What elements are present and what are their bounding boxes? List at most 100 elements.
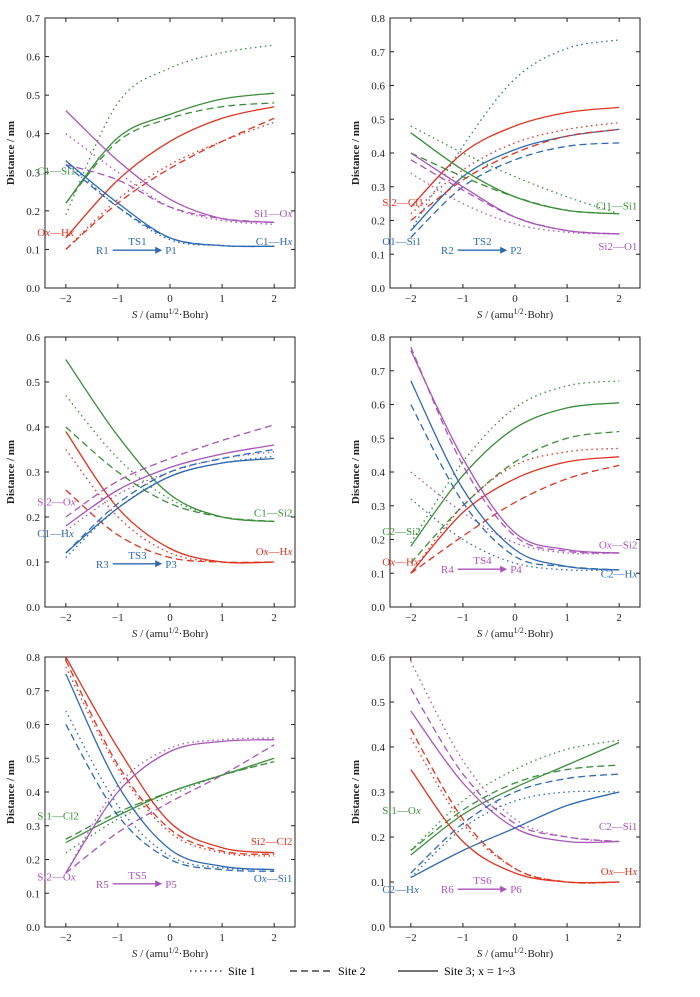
x-tick-label: 2: [271, 932, 277, 944]
series-line-si1-ox-site3: [410, 741, 620, 856]
series-line-si2-o1-site1: [410, 172, 620, 235]
series-line-si2-ox-site2: [65, 424, 275, 518]
series-label: Si1—Ox: [254, 208, 293, 220]
y-tick-label: 0.6: [26, 720, 40, 732]
x-tick-label: 1: [564, 293, 570, 305]
y-axis-label: Distance / nm: [5, 440, 17, 504]
series-line-c2-si2-site2: [410, 430, 620, 564]
series-line-ox-hx-site2: [65, 117, 275, 250]
reaction-arrowhead: [155, 560, 163, 568]
series-label: Si1—Cl2: [37, 811, 79, 823]
y-tick-label: 0.8: [371, 332, 385, 344]
y-tick-label: 0.6: [371, 652, 385, 664]
series-label: C1—Si1: [37, 165, 76, 177]
series-line-c1-si2-site3: [65, 359, 275, 523]
series-label: C1—Si2: [254, 508, 293, 520]
x-tick-label: 2: [271, 612, 277, 624]
series-line-c2-si1-site3: [410, 710, 620, 844]
series-line-c2-hx-site1: [410, 790, 620, 878]
legend: Site 1 Site 2 Site 3; x = 1~3: [190, 964, 515, 978]
y-axis-label: Distance / nm: [350, 760, 362, 824]
series-line-c2-si1-site2: [410, 688, 620, 843]
reaction-ts-label: TS6: [473, 875, 492, 887]
y-tick-label: 0.4: [371, 467, 385, 479]
x-tick-label: 2: [616, 293, 622, 305]
series-line-c1-hx-site1: [65, 160, 275, 247]
reaction-end-label: P6: [510, 884, 522, 896]
series-label: Si1—Ox: [382, 805, 421, 817]
reaction-end-label: P4: [510, 564, 522, 576]
series-line-c2-hx-site3: [410, 791, 620, 879]
x-tick-label: 2: [271, 293, 277, 305]
x-tick-label: 1: [219, 612, 225, 624]
x-tick-label: 0: [512, 612, 518, 624]
chart-panel-4: 0.0 0.1 0.2 0.3 0.4 0.5 0.6 0.7 0.8 −2 −1 0 1 2 Distan…: [350, 332, 641, 640]
x-tick-label: 0: [512, 293, 518, 305]
y-tick-label: 0.1: [26, 557, 40, 569]
series-line-ox-hx-site1: [65, 449, 275, 564]
y-tick-label: 0.2: [371, 535, 385, 547]
x-tick-label: 2: [616, 612, 622, 624]
y-tick-label: 0.0: [26, 922, 40, 934]
y-tick-label: 0.2: [26, 855, 40, 867]
x-tick-label: −1: [457, 932, 469, 944]
y-tick-label: 0.4: [26, 422, 40, 434]
reaction-start-label: R6: [441, 884, 454, 896]
series-label: Si2—Ox: [37, 496, 76, 508]
reaction-arrowhead: [500, 246, 508, 254]
x-tick-label: 0: [167, 932, 173, 944]
y-tick-label: 0.5: [371, 697, 385, 709]
series-line-si1-ox-site2: [65, 163, 275, 224]
series-label: Ox—Si1: [254, 873, 293, 885]
x-tick-label: −2: [60, 293, 72, 305]
y-tick-label: 0.1: [26, 888, 40, 900]
y-tick-label: 0.2: [371, 832, 385, 844]
y-axis-label: Distance / nm: [350, 440, 362, 504]
series-line-si2-cl2-site1: [65, 666, 275, 857]
series-line-c1-si1-site1: [65, 44, 275, 215]
series-line-si1-cl2-site2: [65, 760, 275, 840]
reaction-arrowhead: [500, 565, 508, 573]
series-line-si2-o1-site3: [410, 152, 620, 235]
series-line-si1-ox-site1: [65, 133, 275, 226]
y-tick-label: 0.0: [26, 283, 40, 295]
series-line-c1-hx-site3: [65, 457, 275, 554]
y-tick-label: 0.4: [26, 129, 40, 141]
series-line-ox-hx-site2: [65, 489, 275, 564]
reaction-ts-label: TS3: [128, 550, 147, 562]
y-tick-label: 0.5: [371, 433, 385, 445]
series-line-si2-cl1-site3: [410, 106, 620, 208]
series-label: Si2—O1: [598, 241, 637, 253]
series-line-c2-hx-site2: [410, 773, 620, 874]
y-tick-label: 0.1: [371, 568, 385, 580]
y-tick-label: 0.8: [371, 13, 385, 25]
legend-site1-label: Site 1: [228, 964, 256, 978]
series-line-ox-hx-site3: [65, 431, 275, 564]
reaction-end-label: P3: [165, 559, 177, 571]
series-line-si2-ox-site3: [65, 444, 275, 527]
x-axis-label: S / (amu1/2·Bohr): [477, 307, 554, 321]
y-tick-label: 0.0: [371, 283, 385, 295]
series-label: Ox—Si2: [599, 540, 638, 552]
y-tick-label: 0.7: [26, 13, 40, 25]
y-tick-label: 0.7: [26, 686, 40, 698]
x-tick-label: 1: [564, 932, 570, 944]
x-tick-label: −1: [112, 293, 124, 305]
x-tick-label: 1: [219, 293, 225, 305]
y-tick-label: 0.2: [371, 216, 385, 228]
x-tick-label: −2: [405, 932, 417, 944]
y-tick-label: 0.5: [371, 114, 385, 126]
y-tick-label: 0.4: [26, 787, 40, 799]
reaction-start-label: R5: [96, 879, 109, 891]
y-tick-label: 0.7: [371, 366, 385, 378]
x-tick-label: −1: [112, 932, 124, 944]
series-line-si2-cl1-site1: [410, 121, 620, 215]
y-tick-label: 0.2: [26, 206, 40, 218]
series-label: C2—Si1: [599, 821, 638, 833]
reaction-start-label: R4: [441, 564, 454, 576]
chart-panel-2: 0.0 0.1 0.2 0.3 0.4 0.5 0.6 0.7 0.8 −2 −1 0 1 2 Distan…: [350, 13, 641, 321]
reaction-end-label: P5: [165, 879, 177, 891]
x-axis-label: S / (amu1/2·Bohr): [132, 307, 209, 321]
x-tick-label: 0: [167, 612, 173, 624]
